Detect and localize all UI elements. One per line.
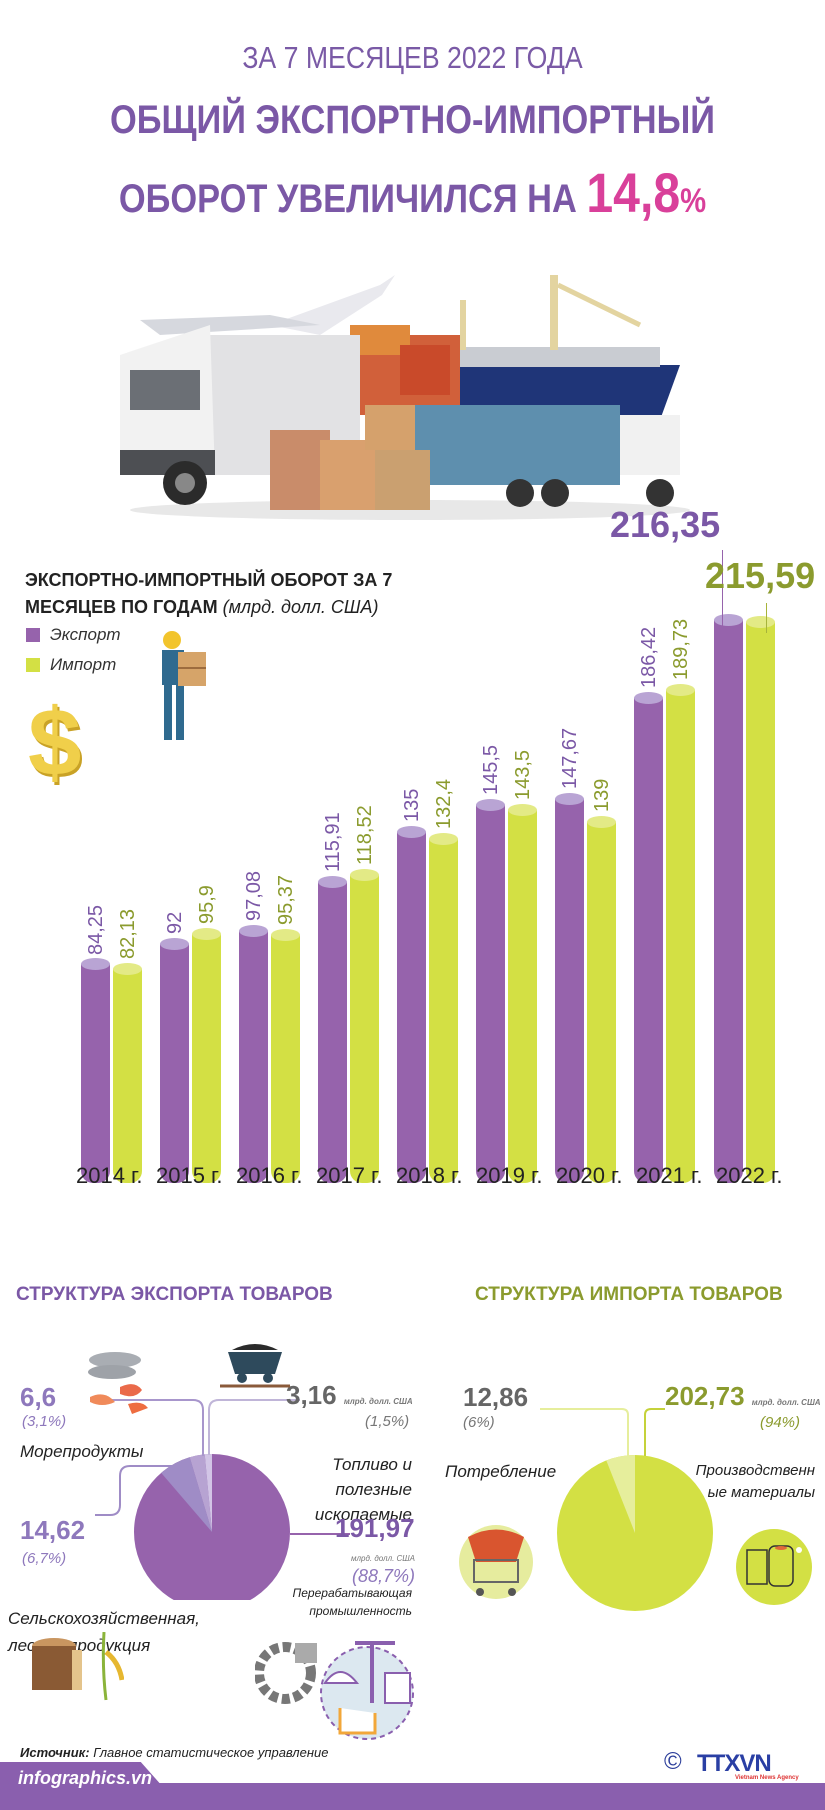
growth-value: 14,8	[586, 161, 681, 224]
import-consumption-value: 12,86	[463, 1382, 529, 1412]
year-label-2015: 2015 г.	[156, 1163, 223, 1188]
year-label-2017: 2017 г.	[316, 1163, 383, 1188]
source-label: Источник:	[20, 1745, 90, 1760]
shopping-cart-icon	[459, 1525, 533, 1599]
bar-import-2021	[666, 684, 695, 1183]
value-export-2016: 97,08	[243, 870, 265, 921]
export-pie-chart	[95, 1399, 350, 1600]
header-title-line1: ОБЩИЙ ЭКСПОРТНО-ИМПОРТНЫЙ	[109, 98, 716, 142]
bar-import-2015	[192, 928, 221, 1183]
footer-site-link[interactable]: infographics.vn	[18, 1768, 153, 1788]
materials-roll-icon	[736, 1529, 812, 1605]
leader-line-import-2022	[766, 603, 767, 633]
bar-import-2017	[350, 869, 379, 1183]
export-manufacturing-pct-row: млрд. долл. США (88,7%)	[351, 1554, 415, 1586]
dollar-icon: $	[28, 689, 82, 796]
bar-export-2018	[397, 826, 426, 1183]
bar-import-2020	[587, 816, 616, 1183]
import-consumption-label: Потребление	[445, 1462, 557, 1481]
bar-import-2022	[746, 616, 775, 1183]
year-label-2014: 2014 г.	[76, 1163, 143, 1188]
bar-chart-unit: (млрд. долл. США)	[222, 597, 379, 617]
import-production-label: Производственн ые материалы	[695, 1462, 815, 1501]
legend-export: Экспорт	[26, 625, 121, 645]
bar-import-2014	[113, 963, 142, 1183]
wood-rice-icon	[32, 1632, 124, 1701]
import-structure-title: СТРУКТУРА ИМПОРТА ТОВАРОВ	[475, 1284, 783, 1305]
bar-export-2016	[239, 925, 268, 1183]
seafood-icon	[88, 1352, 148, 1414]
year-label-2021: 2021 г.	[636, 1163, 703, 1188]
export-fuel-pct: (1,5%)	[365, 1413, 410, 1430]
source-text: Главное статистическое управление	[93, 1745, 329, 1760]
value-export-2014: 84,25	[85, 904, 107, 955]
header-title-line2: ОБОРОТ УВЕЛИЧИЛСЯ НА 14,8%	[58, 160, 768, 225]
bar-export-2014	[81, 958, 110, 1183]
value-export-2017: 115,91	[322, 812, 344, 872]
year-label-2019: 2019 г.	[476, 1163, 543, 1188]
bar-export-2020	[555, 793, 584, 1183]
export-fuel-value: 3,16 млрд. долл. США	[286, 1380, 413, 1410]
value-import-2020: 139	[591, 778, 613, 812]
bar-import-2016	[271, 929, 300, 1183]
export-agri-value: 14,62	[20, 1515, 86, 1545]
value-import-2014: 82,13	[117, 908, 139, 959]
value-export-2021: 186,42	[638, 626, 660, 688]
export-fuel-label: Топливо и полезные ископаемые	[314, 1455, 412, 1524]
legend-import: Импорт	[26, 655, 116, 675]
bar-export-2017	[318, 876, 347, 1183]
import-production-pct: (94%)	[760, 1414, 801, 1431]
value-import-2022: 215,59	[705, 555, 816, 596]
value-import-2021: 189,73	[670, 618, 692, 680]
worker-carrying-boxes-icon	[162, 631, 206, 740]
import-pie-chart	[540, 1408, 713, 1611]
legend-swatch-import	[26, 658, 40, 672]
export-seafood-value: 6,6	[20, 1382, 57, 1412]
import-consumption-pct: (6%)	[463, 1414, 495, 1431]
export-manufacturing-label: Перерабатывающая промышленность	[292, 1586, 412, 1618]
growth-sign: %	[680, 182, 707, 220]
export-seafood-label: Морепродукты	[20, 1442, 144, 1461]
footer-tab	[0, 1762, 160, 1810]
value-import-2018: 132,4	[433, 778, 455, 829]
ttxvn-logo-subtitle: Vietnam News Agency	[735, 1775, 799, 1781]
year-label-2016: 2016 г.	[236, 1163, 303, 1188]
coal-cart-icon	[220, 1344, 290, 1388]
value-export-2015: 92	[164, 911, 186, 934]
bar-import-2018	[429, 833, 458, 1183]
value-import-2016: 95,37	[275, 874, 297, 925]
value-export-2019: 145,5	[480, 744, 502, 795]
value-export-2018: 135	[401, 788, 423, 822]
value-import-2019: 143,5	[512, 749, 534, 800]
export-structure-title: СТРУКТУРА ЭКСПОРТА ТОВАРОВ	[16, 1284, 333, 1305]
export-manufacturing-value: 191,97	[335, 1513, 415, 1543]
value-import-2017: 118,52	[354, 805, 376, 865]
value-export-2022: 216,35	[610, 504, 721, 545]
bar-export-2019	[476, 799, 505, 1183]
year-label-2022: 2022 г.	[716, 1163, 783, 1188]
bar-export-2022	[714, 614, 743, 1183]
value-import-2015: 95,9	[196, 885, 218, 924]
bar-export-2021	[634, 692, 663, 1183]
export-agri-pct: (6,7%)	[22, 1550, 67, 1567]
header-subtitle: ЗА 7 МЕСЯЦЕВ 2022 ГОДА	[242, 40, 583, 75]
logistics-illustration-icon	[120, 275, 690, 520]
industry-gear-factory-icon	[255, 1641, 414, 1740]
bar-export-2015	[160, 938, 189, 1183]
import-production-value: 202,73 млрд. долл. США	[665, 1381, 821, 1411]
header-title-text: ОБОРОТ УВЕЛИЧИЛСЯ НА	[118, 177, 577, 221]
export-seafood-pct: (3,1%)	[22, 1413, 67, 1430]
leader-line-export-2022	[722, 550, 723, 630]
value-export-2020: 147,67	[559, 727, 581, 789]
bar-import-2019	[508, 804, 537, 1183]
source-line: Источник: Главное статистическое управле…	[20, 1745, 328, 1760]
copyright-icon: ©	[664, 1748, 682, 1775]
legend-swatch-export	[26, 628, 40, 642]
bar-chart-title: ЭКСПОРТНО-ИМПОРТНЫЙ ОБОРОТ ЗА 7 МЕСЯЦЕВ …	[25, 570, 393, 617]
year-label-2018: 2018 г.	[396, 1163, 463, 1188]
ttxvn-logo: TTXVN	[697, 1750, 772, 1777]
year-label-2020: 2020 г.	[556, 1163, 623, 1188]
